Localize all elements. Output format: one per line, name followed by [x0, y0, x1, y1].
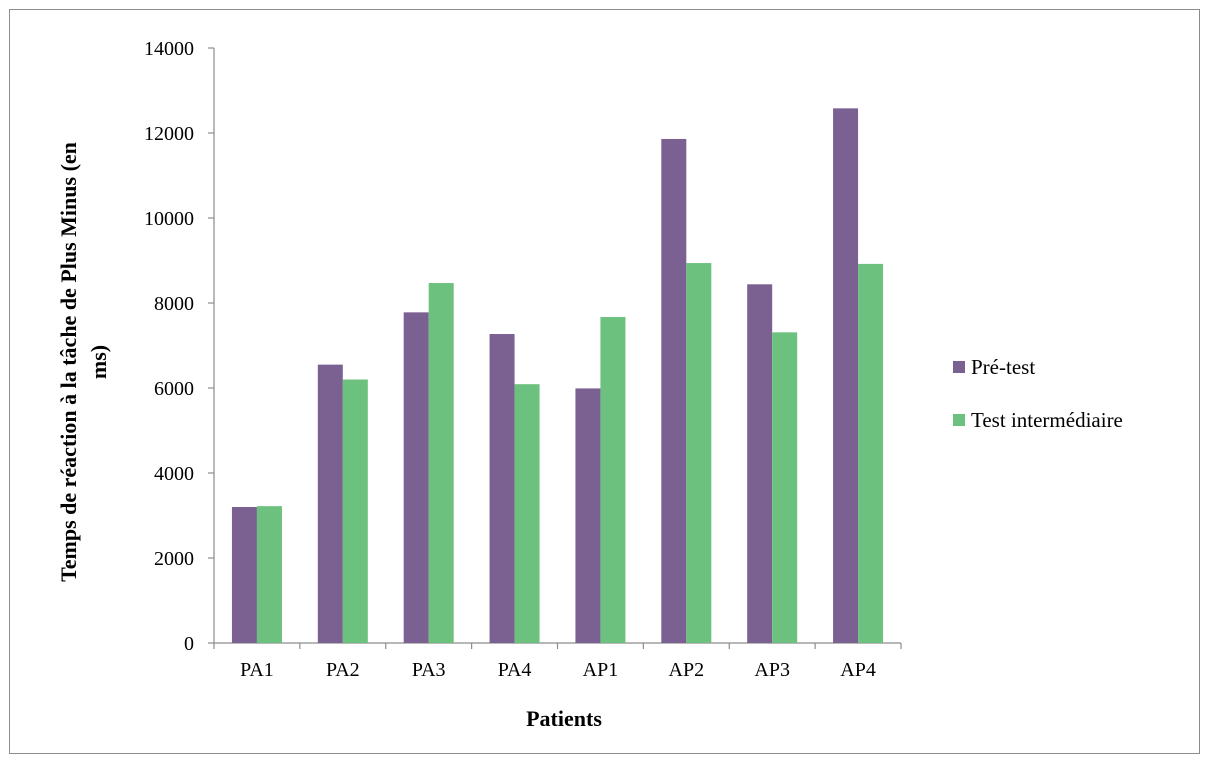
x-tick-label: PA3: [412, 659, 446, 681]
bar-test-intermediaire-ap1: [600, 317, 626, 643]
y-axis-title: Temps de réaction à la tâche de Plus Min…: [56, 142, 111, 582]
bar-pre-test-pa1: [231, 507, 257, 643]
bar-pre-test-ap4: [833, 108, 859, 644]
y-ticks: 0 2000 4000 6000 8000 10000 12000 14000: [144, 38, 214, 655]
y-tick-label: 6000: [154, 378, 194, 400]
bar-test-intermediaire-ap3: [772, 332, 798, 643]
legend-label-test-intermediaire: Test intermédiaire: [971, 408, 1123, 432]
y-tick-label: 0: [184, 633, 194, 655]
bar-test-intermediaire-pa1: [256, 506, 282, 643]
x-tick-label: AP2: [669, 659, 705, 681]
x-tick-label: AP3: [754, 659, 790, 681]
legend-swatch-pre-test: [953, 361, 965, 373]
x-tick-label: PA4: [498, 659, 532, 681]
x-ticks: PA1 PA2 PA3 PA4 AP1 AP2 AP3 AP4: [213, 643, 902, 681]
x-tick-label: PA1: [240, 659, 274, 681]
bar-pre-test-pa3: [403, 312, 429, 643]
bar-pre-test-ap3: [747, 284, 773, 643]
bars: [231, 108, 884, 644]
y-axis-title-line-1: Temps de réaction à la tâche de Plus Min…: [56, 142, 81, 582]
x-tick-label: PA2: [326, 659, 360, 681]
y-axis-title-line-2: ms): [86, 345, 111, 379]
bar-pre-test-pa4: [489, 334, 515, 643]
x-axis-title: Patients: [526, 706, 602, 731]
y-tick-label: 4000: [154, 463, 194, 485]
bar-pre-test-pa2: [317, 364, 343, 643]
legend-swatch-test-intermediaire: [953, 414, 965, 426]
y-tick-label: 10000: [144, 208, 194, 230]
bar-test-intermediaire-ap4: [858, 263, 884, 643]
x-axis: PA1 PA2 PA3 PA4 AP1 AP2 AP3 AP4: [213, 642, 902, 681]
y-tick-label: 8000: [154, 293, 194, 315]
bar-test-intermediaire-ap2: [686, 263, 712, 643]
bar-test-intermediaire-pa4: [514, 384, 540, 643]
y-tick-label: 14000: [144, 38, 194, 60]
bar-pre-test-ap1: [575, 388, 601, 643]
y-tick-label: 12000: [144, 123, 194, 145]
bar-test-intermediaire-pa3: [428, 283, 454, 643]
x-tick-label: AP1: [583, 659, 619, 681]
bar-pre-test-ap2: [661, 138, 687, 643]
y-axis: 0 2000 4000 6000 8000 10000 12000 14000: [144, 38, 215, 655]
bar-test-intermediaire-pa2: [342, 379, 368, 643]
chart-frame: [9, 9, 1200, 754]
legend-label-pre-test: Pré-test: [971, 355, 1035, 379]
legend: Pré-test Test intermédiaire: [953, 355, 1123, 432]
y-tick-label: 2000: [154, 548, 194, 570]
x-tick-label: AP4: [840, 659, 876, 681]
